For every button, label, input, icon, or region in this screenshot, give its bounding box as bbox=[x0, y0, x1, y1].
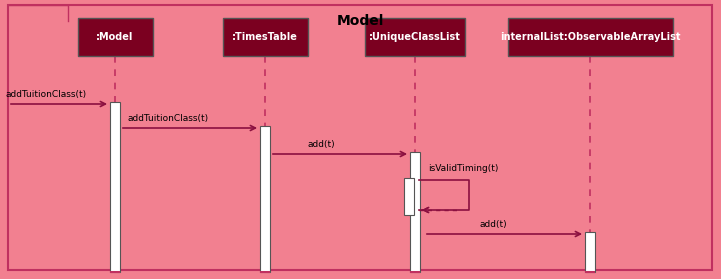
Text: isValidTiming(t): isValidTiming(t) bbox=[428, 164, 498, 173]
Text: :Model: :Model bbox=[97, 32, 133, 42]
Bar bbox=[365, 18, 465, 56]
Text: Model: Model bbox=[336, 14, 384, 28]
Bar bbox=[260, 126, 270, 272]
Bar bbox=[110, 102, 120, 272]
Text: :TimesTable: :TimesTable bbox=[232, 32, 298, 42]
Text: addTuitionClass(t): addTuitionClass(t) bbox=[128, 114, 209, 123]
Bar bbox=[77, 18, 153, 56]
Bar bbox=[585, 232, 595, 272]
Text: add(t): add(t) bbox=[308, 140, 335, 149]
Text: add(t): add(t) bbox=[480, 220, 508, 229]
Bar bbox=[404, 178, 414, 215]
Bar bbox=[508, 18, 673, 56]
Text: internalList:ObservableArrayList: internalList:ObservableArrayList bbox=[500, 32, 680, 42]
Text: :UniqueClassList: :UniqueClassList bbox=[369, 32, 461, 42]
Bar bbox=[410, 152, 420, 272]
Bar bbox=[223, 18, 307, 56]
Text: addTuitionClass(t): addTuitionClass(t) bbox=[5, 90, 86, 99]
